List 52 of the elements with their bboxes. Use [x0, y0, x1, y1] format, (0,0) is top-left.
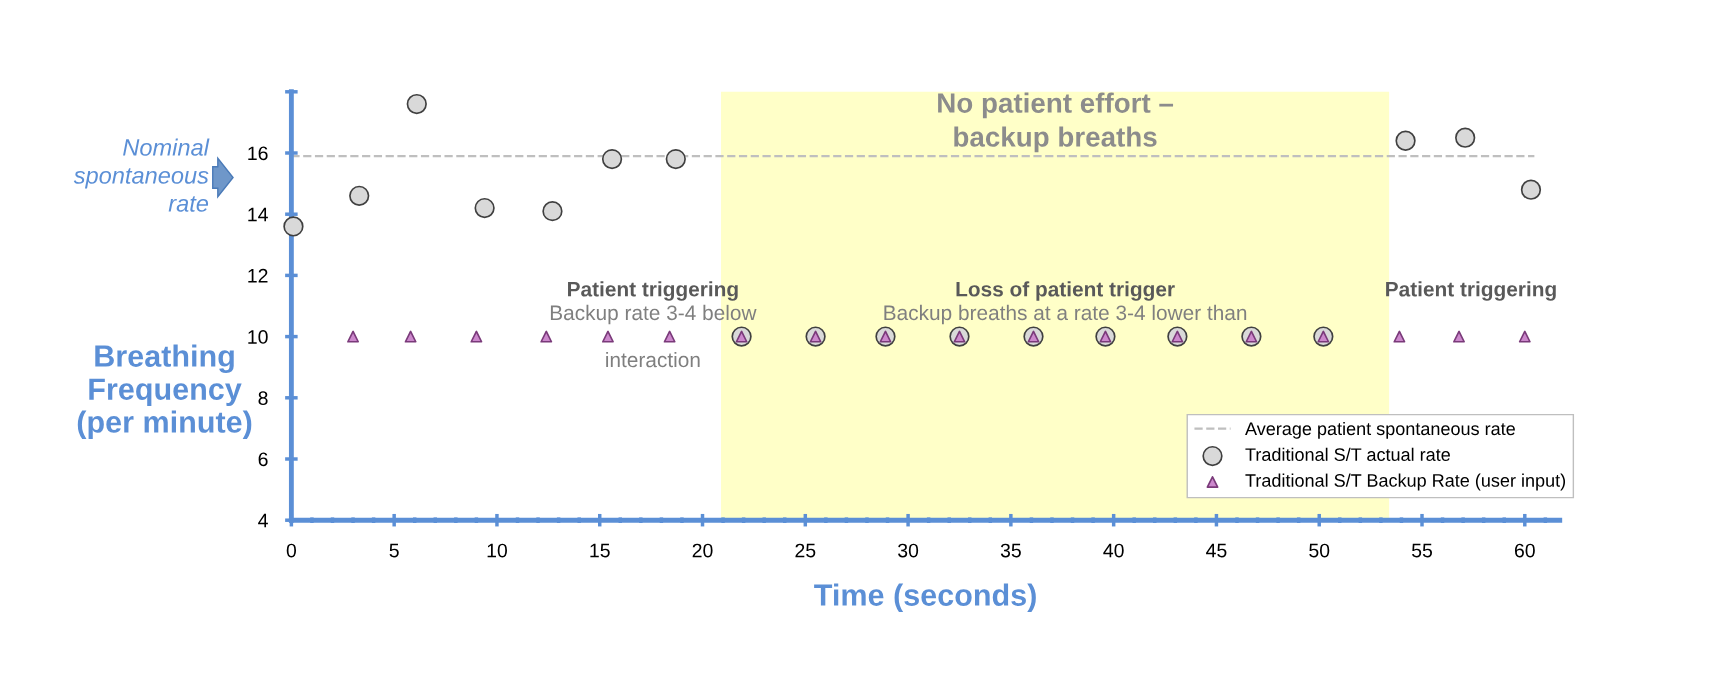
point [601, 330, 614, 343]
x-tick-label: 55 [1411, 543, 1433, 558]
legend-label: Traditional S/T Backup Rate (user input) [1245, 473, 1566, 491]
y-tick-label: 6 [258, 452, 268, 467]
point [404, 330, 417, 343]
annotation: interaction [606, 351, 700, 368]
x-tick-label: 40 [1103, 543, 1124, 558]
point [347, 330, 360, 343]
point [1395, 130, 1416, 151]
annotation: Backup breaths at a rate 3-4 lower than [884, 304, 1247, 325]
point [283, 216, 304, 237]
x-tick-label: 20 [692, 543, 713, 558]
annotation: Backup rate 3-4 below [550, 304, 757, 325]
x-tick-label: 25 [795, 543, 816, 558]
x-tick-label: 0 [286, 543, 297, 558]
x-tick-label: 60 [1514, 543, 1535, 558]
text: Nominal spontaneous rate [73, 138, 210, 212]
point [470, 330, 483, 343]
annotation: Loss of patient trigger [956, 281, 1175, 301]
annotation: Patient triggering [1386, 281, 1556, 301]
point [663, 330, 676, 343]
y-axis-title: Breathing Frequency (per minute) [77, 344, 252, 439]
point [665, 148, 686, 170]
y-tick-label: 14 [248, 207, 268, 222]
point [1520, 179, 1542, 200]
x-axis-title: Time (seconds) [814, 583, 1036, 612]
point [540, 330, 553, 343]
x-tick-label: 15 [590, 543, 610, 558]
x-tick-label: 5 [389, 543, 399, 558]
point [1453, 330, 1465, 343]
y-tick-label: 16 [248, 146, 268, 161]
point [601, 148, 623, 170]
x-tick-label: 50 [1309, 543, 1330, 558]
y-tick-label: 4 [258, 513, 268, 528]
x-tick-label: 45 [1206, 543, 1227, 558]
annotation: Patient triggering [568, 281, 738, 301]
x-tick-label: 35 [1000, 543, 1021, 558]
point [406, 93, 427, 115]
band-label: No patient effort – backup breaths [938, 92, 1174, 153]
y-tick-label: 8 [258, 391, 268, 406]
point [542, 200, 563, 222]
point [1393, 330, 1406, 343]
legend-label: Traditional S/T actual rate [1245, 447, 1450, 461]
x-tick-label: 30 [898, 543, 919, 558]
y-tick-label: 12 [248, 268, 268, 283]
legend-label: Average patient spontaneous rate [1245, 421, 1515, 439]
point [1518, 330, 1531, 343]
x-tick-label: 10 [487, 543, 507, 558]
point [1455, 127, 1476, 148]
point [474, 197, 495, 219]
y-tick-label: 10 [248, 330, 268, 344]
point [349, 185, 370, 206]
